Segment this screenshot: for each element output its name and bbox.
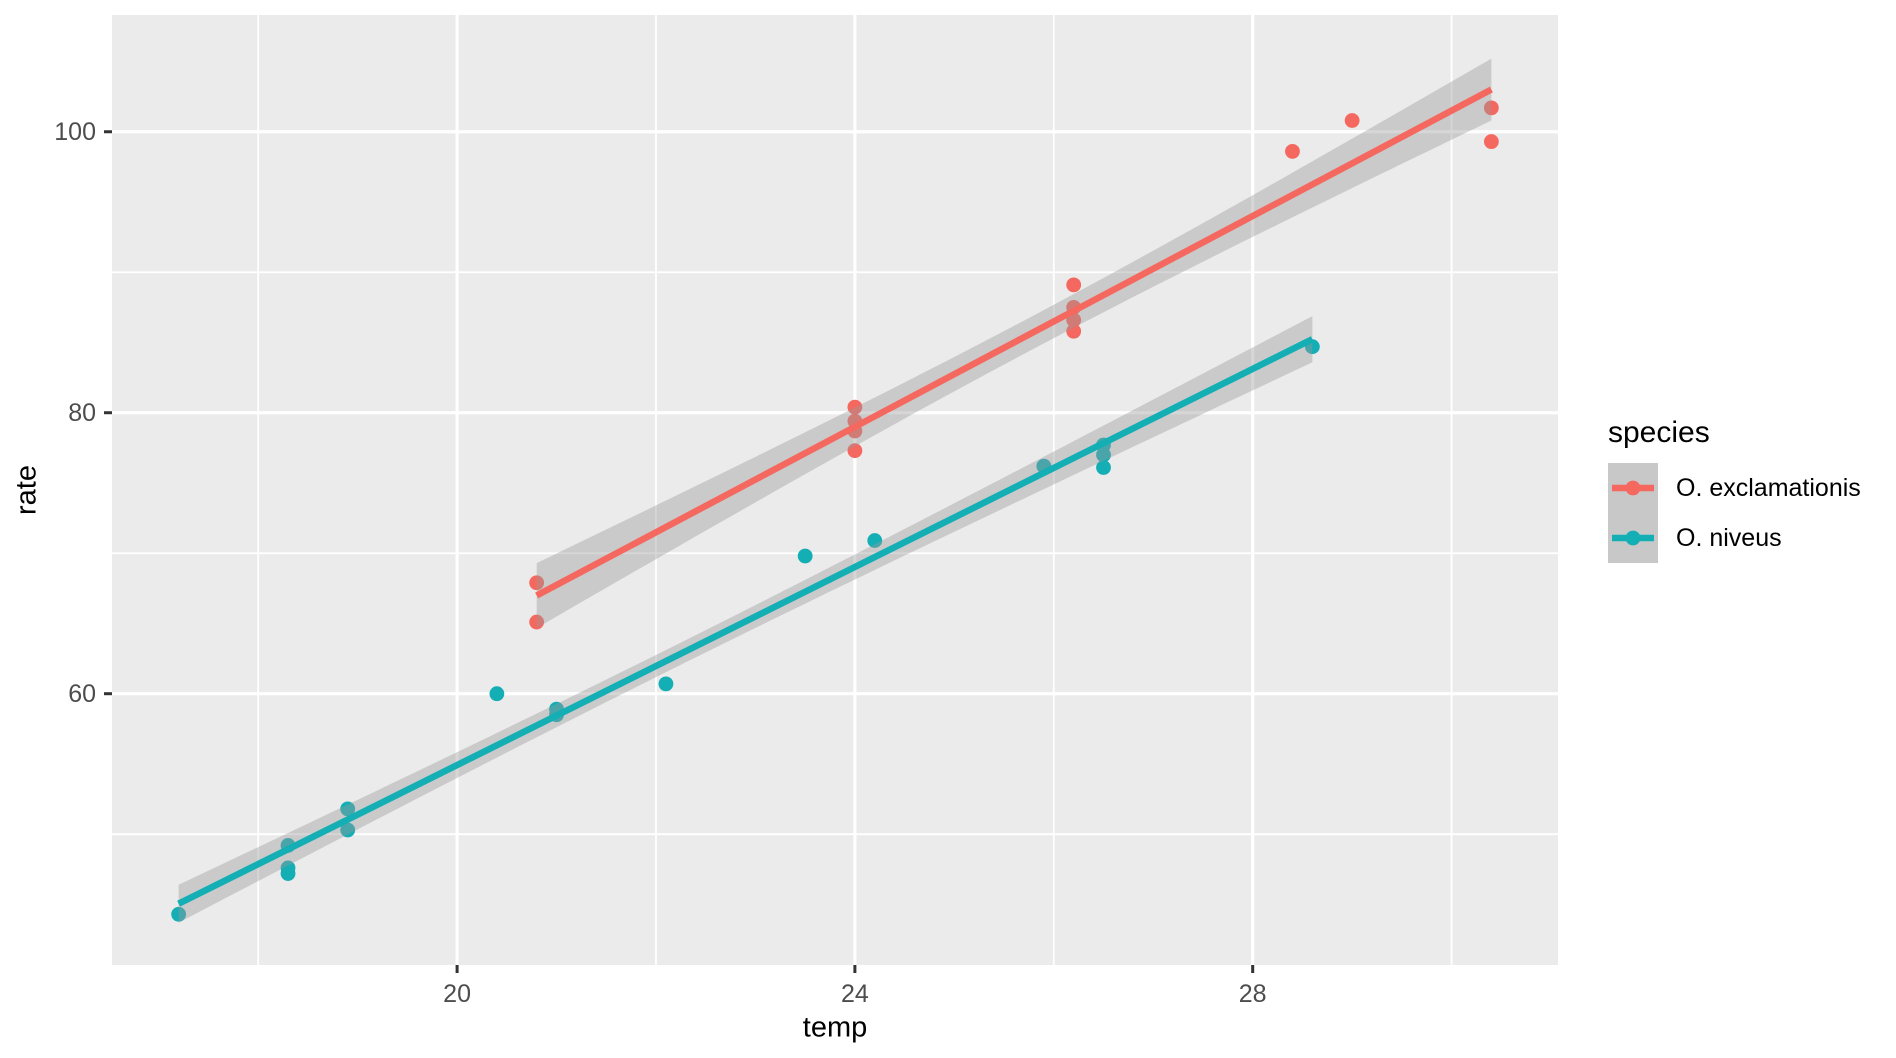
legend-item: O. niveus [1608,513,1861,563]
legend-label: O. niveus [1676,523,1782,552]
x-tick-label: 20 [443,980,471,1008]
data-point [1285,144,1300,159]
data-point [171,906,187,922]
trend-line [535,86,1493,599]
x-tick-label: 28 [1239,980,1267,1008]
data-point [1483,100,1499,116]
legend-key-icon [1608,513,1658,563]
trend-line [177,336,1314,907]
legend-label: O. exclamationis [1676,473,1861,502]
data-point [529,575,545,591]
data-point [1066,323,1082,339]
data-point [658,676,674,692]
data-point [1483,134,1499,149]
legend-key-icon [1608,463,1658,513]
data-point [340,801,356,817]
x-tick-label: 24 [841,980,869,1008]
legend-items: O. exclamationis O. niveus [1608,463,1861,563]
data-point [489,686,505,702]
data-point [529,614,545,630]
x-axis-title: temp [802,1011,868,1044]
data-point [280,860,296,876]
legend: species O. exclamationis O. niveus [1608,416,1861,563]
axis-tick-labels: 20 24 28 60 80 100 [54,118,1266,1008]
data-point [340,822,356,838]
data-point [1096,460,1111,475]
data-point [847,443,863,459]
data-point [847,399,863,415]
data-point [1066,277,1082,293]
data-point [1344,113,1360,128]
y-tick-label: 60 [68,680,96,708]
y-axis-title: rate [10,465,43,515]
legend-title: species [1608,416,1710,449]
axis-ticks [104,130,1255,973]
data-point [867,533,883,548]
series-points-O-niveus [171,339,1320,922]
data-point [797,548,813,564]
y-tick-label: 80 [68,399,96,427]
legend-item: O. exclamationis [1608,463,1861,513]
minor-gridlines [112,15,1558,965]
y-tick-label: 100 [54,118,96,146]
major-gridlines [112,15,1558,965]
